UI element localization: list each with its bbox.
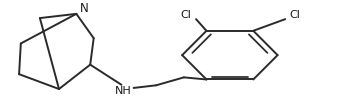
Text: NH: NH (115, 86, 132, 96)
Text: Cl: Cl (180, 10, 191, 20)
Text: N: N (79, 1, 88, 15)
Text: Cl: Cl (289, 10, 301, 20)
